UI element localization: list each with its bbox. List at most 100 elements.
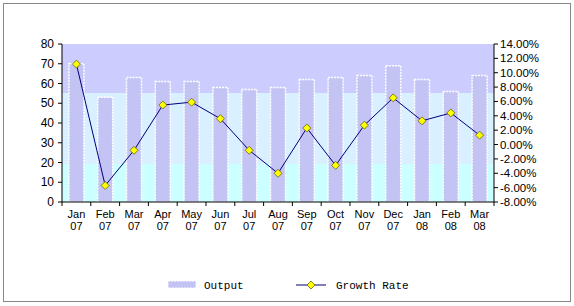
category-label: Jun07 bbox=[212, 208, 230, 232]
tick bbox=[177, 202, 178, 206]
marker bbox=[101, 181, 109, 189]
tick bbox=[58, 63, 62, 64]
category-label-part: 07 bbox=[70, 220, 82, 232]
category-label-part: 07 bbox=[99, 220, 111, 232]
marker bbox=[360, 121, 368, 129]
category-label-part: 07 bbox=[157, 220, 169, 232]
tick bbox=[494, 87, 498, 88]
tick-label: 30 bbox=[41, 136, 55, 150]
category-label-part: 07 bbox=[301, 220, 313, 232]
category-label-part: 07 bbox=[128, 220, 140, 232]
marker bbox=[188, 98, 196, 106]
tick bbox=[350, 202, 351, 206]
category-label-part: Apr bbox=[154, 208, 171, 220]
marker bbox=[216, 115, 224, 123]
category-label: Feb07 bbox=[96, 208, 115, 232]
legend-item: Output bbox=[168, 280, 244, 292]
category-label-part: 07 bbox=[185, 220, 197, 232]
tick bbox=[465, 202, 466, 206]
category-label: Mar08 bbox=[470, 208, 489, 232]
category-label-part: 07 bbox=[358, 220, 370, 232]
tick bbox=[58, 83, 62, 84]
tick bbox=[148, 202, 149, 206]
tick bbox=[62, 202, 63, 206]
bar bbox=[299, 80, 314, 202]
category-label-part: Nov bbox=[355, 208, 375, 220]
tick-label: 10.00% bbox=[500, 67, 539, 79]
bar bbox=[184, 82, 199, 202]
tick bbox=[119, 202, 120, 206]
category-label-part: Jan bbox=[413, 208, 431, 220]
tick bbox=[494, 187, 498, 188]
bar bbox=[357, 76, 372, 202]
tick bbox=[58, 202, 62, 203]
tick bbox=[292, 202, 293, 206]
tick bbox=[494, 144, 498, 145]
category-label-part: 08 bbox=[416, 220, 428, 232]
marker bbox=[274, 169, 282, 177]
category-label-part: Sep bbox=[297, 208, 317, 220]
tick-label: -8.00% bbox=[500, 196, 536, 208]
tick-label: 80 bbox=[41, 37, 55, 51]
category-label-part: 08 bbox=[473, 220, 485, 232]
category-label-part: Aug bbox=[268, 208, 288, 220]
chart-container: 01020304050607080-8.00%-6.00%-4.00%-2.00… bbox=[0, 0, 574, 306]
category-label-part: May bbox=[181, 208, 202, 220]
tick-label: 8.00% bbox=[500, 81, 533, 93]
tick bbox=[206, 202, 207, 206]
chart-frame bbox=[4, 4, 571, 302]
tick bbox=[58, 123, 62, 124]
tick bbox=[494, 173, 498, 174]
category-label-part: 07 bbox=[272, 220, 284, 232]
bar bbox=[271, 87, 286, 202]
tick-label: 14.00% bbox=[500, 38, 539, 50]
legend-marker bbox=[307, 281, 315, 289]
tick bbox=[494, 158, 498, 159]
category-label-part: Oct bbox=[327, 208, 344, 220]
tick-label: 70 bbox=[41, 57, 55, 71]
category-label-part: 07 bbox=[243, 220, 255, 232]
tick bbox=[58, 182, 62, 183]
tick bbox=[58, 142, 62, 143]
category-label: Mar07 bbox=[125, 208, 144, 232]
category-label: Jan07 bbox=[68, 208, 86, 232]
marker bbox=[418, 117, 426, 125]
tick-label: -4.00% bbox=[500, 167, 536, 179]
bar bbox=[155, 82, 170, 202]
category-label-part: Jul bbox=[242, 208, 256, 220]
marker bbox=[303, 124, 311, 132]
tick-label: 40 bbox=[41, 116, 55, 130]
category-label-part: 07 bbox=[387, 220, 399, 232]
tick-label: 6.00% bbox=[500, 95, 533, 107]
category-label-part: 07 bbox=[214, 220, 226, 232]
plot-area bbox=[69, 60, 487, 202]
x-axis bbox=[62, 202, 494, 203]
category-label-part: 08 bbox=[445, 220, 457, 232]
category-label-part: Feb bbox=[441, 208, 460, 220]
plot-background bbox=[62, 44, 494, 202]
tick-label: 20 bbox=[41, 156, 55, 170]
tick-label: 2.00% bbox=[500, 124, 533, 136]
tick bbox=[494, 115, 498, 116]
tick bbox=[494, 72, 498, 73]
category-label-part: Jun bbox=[212, 208, 230, 220]
category-label: May07 bbox=[181, 208, 202, 232]
line bbox=[76, 64, 479, 185]
tick-label: 60 bbox=[41, 77, 55, 91]
tick-label: 50 bbox=[41, 96, 55, 110]
category-label-part: Feb bbox=[96, 208, 115, 220]
tick-label: 10 bbox=[41, 175, 55, 189]
category-label: Dec07 bbox=[383, 208, 403, 232]
category-label-part: Dec bbox=[383, 208, 403, 220]
marker bbox=[476, 131, 484, 139]
tick bbox=[494, 202, 498, 203]
bar bbox=[386, 66, 401, 202]
bar bbox=[98, 97, 113, 202]
tick bbox=[58, 103, 62, 104]
tick-label: -2.00% bbox=[500, 153, 536, 165]
tick bbox=[263, 202, 264, 206]
tick bbox=[58, 162, 62, 163]
marker bbox=[245, 146, 253, 154]
legend-label: Growth Rate bbox=[336, 280, 409, 292]
tick-label: -6.00% bbox=[500, 182, 536, 194]
